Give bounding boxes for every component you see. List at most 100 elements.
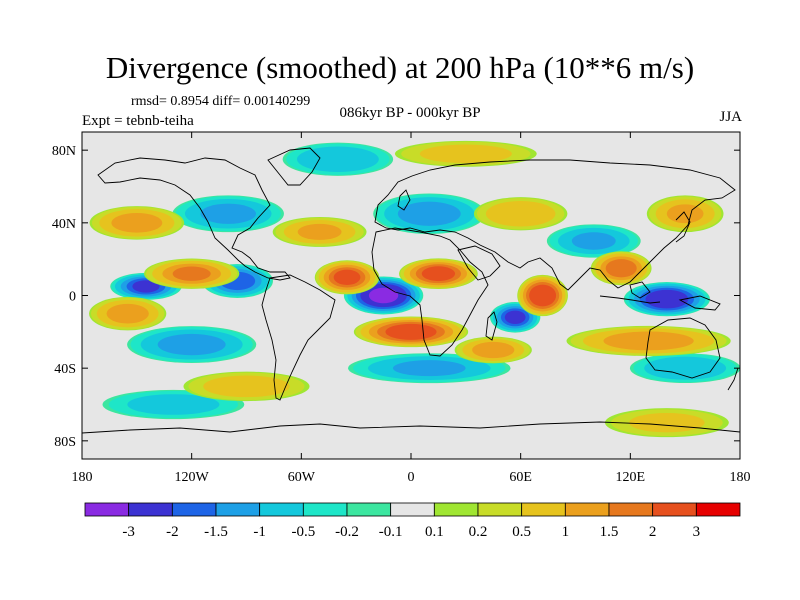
anomaly-cell bbox=[272, 216, 367, 247]
colorbar-label: 0.2 bbox=[469, 524, 488, 540]
colorbar-swatch bbox=[302, 502, 348, 517]
period-label: 086kyr BP - 000kyr BP bbox=[339, 105, 481, 121]
colorbar-label: 2 bbox=[649, 524, 657, 540]
anomaly-cell bbox=[314, 260, 380, 295]
experiment-label: Expt = tebnb-teiha bbox=[82, 113, 194, 129]
colorbar-swatch bbox=[84, 502, 130, 517]
y-tick-label: 80S bbox=[54, 435, 76, 450]
contour-level bbox=[571, 232, 616, 250]
contour-level bbox=[421, 266, 456, 282]
x-tick-label: 60E bbox=[509, 470, 532, 485]
colorbar-label: 0.5 bbox=[512, 524, 531, 540]
anomaly-cell bbox=[127, 326, 257, 364]
colorbar-swatch bbox=[521, 502, 566, 517]
anomaly-cell bbox=[89, 206, 185, 240]
colorbar-label: 1 bbox=[562, 524, 570, 540]
contour-level bbox=[106, 303, 149, 324]
contour-level bbox=[127, 394, 220, 415]
anomaly-cell bbox=[102, 389, 245, 420]
anomaly-cell bbox=[546, 224, 641, 258]
contour-level bbox=[297, 223, 342, 240]
colorbar-label: 3 bbox=[693, 524, 701, 540]
contour-level bbox=[385, 323, 437, 340]
contour-level bbox=[529, 284, 557, 307]
colorbar-label: -2 bbox=[166, 524, 179, 540]
anomaly-cell bbox=[590, 251, 652, 286]
anomaly-cell bbox=[348, 353, 511, 384]
y-tick-label: 40N bbox=[52, 217, 76, 232]
divergence-field bbox=[82, 132, 740, 459]
contour-level bbox=[132, 280, 160, 293]
colorbar-swatch bbox=[652, 502, 697, 517]
y-tick-label: 0 bbox=[69, 290, 76, 305]
anomaly-cell bbox=[89, 296, 167, 331]
season-label: JJA bbox=[719, 109, 742, 125]
plot-title: Divergence (smoothed) at 200 hPa (10**6 … bbox=[105, 50, 695, 85]
colorbar-label: 1.5 bbox=[600, 524, 619, 540]
contour-level bbox=[605, 259, 637, 278]
colorbar-swatch bbox=[564, 502, 610, 517]
contour-level bbox=[485, 200, 556, 227]
anomaly-cell bbox=[473, 197, 568, 231]
x-tick-label: 60W bbox=[288, 470, 316, 485]
anomaly-cell bbox=[454, 336, 532, 364]
x-tick-label: 180 bbox=[730, 470, 751, 485]
contour-level bbox=[172, 266, 211, 281]
anomaly-cell bbox=[604, 408, 729, 438]
anomaly-cell bbox=[394, 140, 537, 167]
colorbar-swatch bbox=[128, 502, 173, 517]
colorbar-label: -1 bbox=[253, 524, 266, 540]
anomaly-cell bbox=[373, 193, 486, 235]
colorbar-swatch bbox=[433, 502, 479, 517]
colorbar-swatch bbox=[695, 502, 741, 517]
x-tick-label: 120E bbox=[616, 470, 646, 485]
contour-level bbox=[203, 375, 290, 398]
contour-level bbox=[200, 203, 256, 224]
anomaly-cell bbox=[517, 274, 568, 317]
contour-level bbox=[111, 213, 163, 233]
anomaly-cell bbox=[623, 282, 710, 317]
colorbar: -3 -2 -1.5 -1 -0.5 -0.2 -0.1 0.1 0.2 0.5 1 1.5 2 3 bbox=[84, 502, 741, 540]
colorbar-label: -0.1 bbox=[379, 524, 403, 540]
contour-level bbox=[504, 310, 526, 325]
colorbar-swatch bbox=[390, 502, 435, 517]
y-tick-label: 40S bbox=[54, 362, 76, 377]
contour-level bbox=[419, 144, 512, 164]
colorbar-label: -0.5 bbox=[291, 524, 315, 540]
colorbar-label: -3 bbox=[122, 524, 135, 540]
contour-level bbox=[392, 360, 466, 377]
anomaly-cell bbox=[399, 258, 478, 290]
anomaly-cell bbox=[172, 195, 284, 233]
contour-level bbox=[629, 412, 705, 433]
colorbar-swatch bbox=[259, 502, 304, 517]
contour-level bbox=[333, 269, 361, 285]
anomaly-cell bbox=[110, 272, 182, 300]
colorbar-swatch bbox=[215, 502, 261, 517]
colorbar-label: -1.5 bbox=[204, 524, 228, 540]
contour-level bbox=[296, 146, 379, 173]
stats-label: rmsd= 0.8954 diff= 0.00140299 bbox=[131, 94, 311, 109]
colorbar-label: -0.2 bbox=[335, 524, 359, 540]
contour-level bbox=[157, 333, 226, 356]
colorbar-swatch bbox=[608, 502, 654, 517]
contour-level bbox=[472, 341, 515, 359]
coastlines bbox=[82, 147, 740, 434]
contour-level bbox=[368, 287, 399, 304]
colorbar-swatch bbox=[346, 502, 392, 517]
colorbar-swatch bbox=[171, 502, 217, 517]
contour-level bbox=[397, 201, 461, 226]
contour-level bbox=[644, 356, 727, 380]
y-tick-label: 80N bbox=[52, 144, 76, 159]
axis-ticks: 180 120W 60W 0 60E 120E 180 80N 40N 0 40S 80S bbox=[52, 132, 751, 485]
colorbar-swatch bbox=[477, 502, 523, 517]
x-tick-label: 0 bbox=[408, 470, 415, 485]
anomaly-cell bbox=[144, 258, 240, 289]
x-tick-label: 120W bbox=[175, 470, 210, 485]
colorbar-label: 0.1 bbox=[425, 524, 444, 540]
anomaly-cell bbox=[282, 142, 394, 176]
contour-level bbox=[645, 289, 689, 309]
x-tick-label: 180 bbox=[72, 470, 93, 485]
anomaly-cell bbox=[353, 316, 469, 348]
anomaly-cell bbox=[629, 353, 740, 384]
